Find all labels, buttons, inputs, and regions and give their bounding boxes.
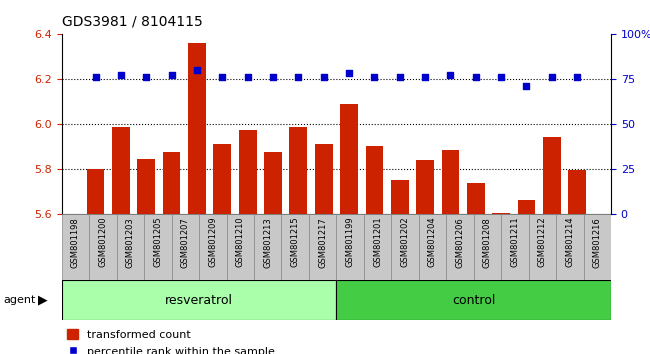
Bar: [188, 43, 206, 214]
FancyBboxPatch shape: [584, 214, 611, 280]
Text: GSM801204: GSM801204: [428, 217, 437, 267]
FancyBboxPatch shape: [474, 214, 501, 280]
FancyBboxPatch shape: [446, 214, 474, 280]
FancyBboxPatch shape: [556, 214, 584, 280]
FancyBboxPatch shape: [528, 214, 556, 280]
Point: [521, 83, 532, 89]
Bar: [289, 127, 307, 214]
FancyBboxPatch shape: [419, 214, 446, 280]
Text: agent: agent: [3, 295, 36, 305]
Point: [116, 72, 126, 78]
Text: GSM801217: GSM801217: [318, 217, 327, 268]
Point: [141, 74, 151, 80]
FancyBboxPatch shape: [89, 214, 117, 280]
FancyBboxPatch shape: [144, 214, 172, 280]
Bar: [340, 104, 358, 214]
Point: [268, 74, 278, 80]
Point: [166, 72, 177, 78]
Point: [369, 74, 380, 80]
Bar: [264, 152, 282, 214]
Bar: [543, 137, 561, 214]
FancyBboxPatch shape: [391, 214, 419, 280]
Text: GSM801206: GSM801206: [456, 217, 465, 268]
Bar: [162, 152, 181, 214]
Text: GSM801212: GSM801212: [538, 217, 547, 267]
Text: GSM801215: GSM801215: [291, 217, 300, 267]
Bar: [568, 170, 586, 214]
Text: GSM801200: GSM801200: [98, 217, 107, 267]
Point: [420, 74, 430, 80]
Bar: [391, 180, 409, 214]
FancyBboxPatch shape: [309, 214, 337, 280]
Text: GSM801210: GSM801210: [236, 217, 245, 267]
FancyBboxPatch shape: [337, 280, 611, 320]
Point: [547, 74, 557, 80]
FancyBboxPatch shape: [172, 214, 199, 280]
FancyBboxPatch shape: [501, 214, 528, 280]
Bar: [86, 169, 105, 214]
Bar: [239, 130, 257, 214]
FancyBboxPatch shape: [227, 214, 254, 280]
Text: ▶: ▶: [38, 293, 47, 307]
Bar: [492, 213, 510, 214]
Legend: transformed count, percentile rank within the sample: transformed count, percentile rank withi…: [68, 330, 275, 354]
Point: [395, 74, 405, 80]
Text: GSM801214: GSM801214: [566, 217, 575, 267]
Point: [90, 74, 101, 80]
Point: [217, 74, 228, 80]
Point: [242, 74, 253, 80]
Text: GSM801199: GSM801199: [346, 217, 355, 267]
Bar: [416, 160, 434, 214]
Bar: [365, 147, 383, 214]
Point: [318, 74, 329, 80]
FancyBboxPatch shape: [281, 214, 309, 280]
Text: resveratrol: resveratrol: [165, 293, 233, 307]
Text: GSM801202: GSM801202: [400, 217, 410, 267]
Point: [344, 70, 354, 76]
Point: [445, 72, 456, 78]
Point: [496, 74, 506, 80]
Point: [293, 74, 304, 80]
Bar: [137, 159, 155, 214]
Text: GSM801208: GSM801208: [483, 217, 492, 268]
Text: GSM801211: GSM801211: [510, 217, 519, 267]
Bar: [315, 144, 333, 214]
Text: GDS3981 / 8104115: GDS3981 / 8104115: [62, 14, 203, 28]
Text: GSM801207: GSM801207: [181, 217, 190, 268]
FancyBboxPatch shape: [62, 280, 337, 320]
Point: [471, 74, 481, 80]
Bar: [467, 183, 485, 214]
FancyBboxPatch shape: [117, 214, 144, 280]
FancyBboxPatch shape: [364, 214, 391, 280]
Text: GSM801205: GSM801205: [153, 217, 162, 267]
Text: GSM801203: GSM801203: [126, 217, 135, 268]
FancyBboxPatch shape: [62, 214, 89, 280]
Bar: [517, 200, 536, 214]
Point: [192, 67, 202, 73]
FancyBboxPatch shape: [254, 214, 281, 280]
Text: GSM801216: GSM801216: [593, 217, 602, 268]
Text: GSM801209: GSM801209: [208, 217, 217, 267]
FancyBboxPatch shape: [199, 214, 227, 280]
Text: GSM801213: GSM801213: [263, 217, 272, 268]
Bar: [441, 150, 460, 214]
Bar: [213, 144, 231, 214]
Text: GSM801201: GSM801201: [373, 217, 382, 267]
FancyBboxPatch shape: [337, 214, 364, 280]
Point: [572, 74, 582, 80]
Text: control: control: [452, 293, 495, 307]
Bar: [112, 127, 130, 214]
Text: GSM801198: GSM801198: [71, 217, 80, 268]
